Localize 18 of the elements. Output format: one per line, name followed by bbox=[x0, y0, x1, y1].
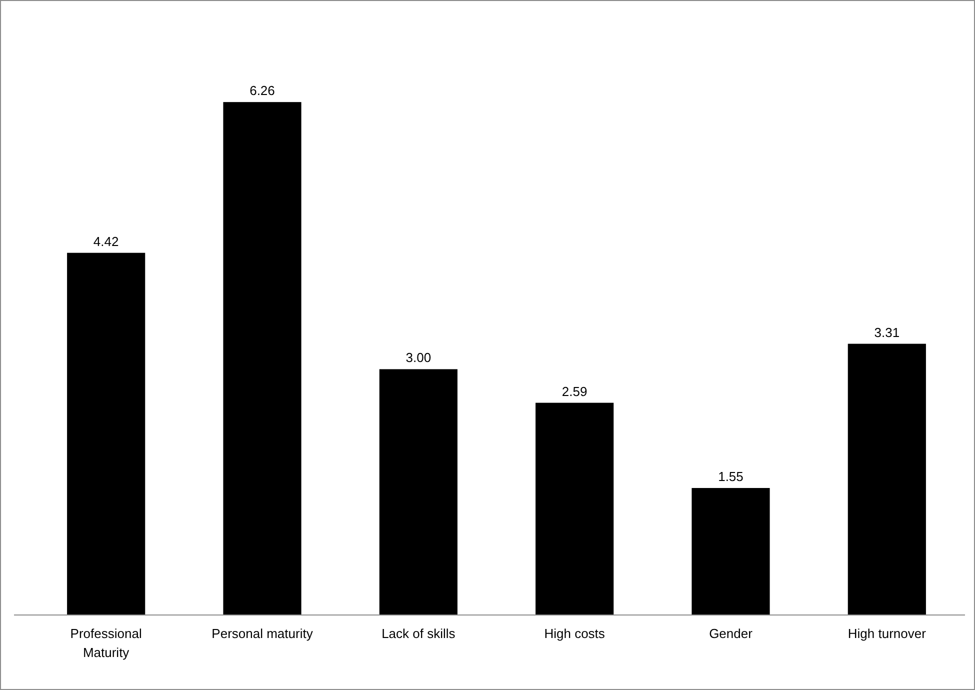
x-tick-label: High turnover bbox=[848, 626, 927, 641]
x-tick-label: Gender bbox=[709, 626, 754, 641]
bar bbox=[379, 369, 458, 615]
data-label: 6.26 bbox=[250, 83, 275, 98]
x-tick-label: Personal maturity bbox=[212, 626, 314, 641]
x-tick-label: Lack of skills bbox=[382, 626, 456, 641]
data-label: 4.42 bbox=[93, 234, 119, 249]
data-label: 2.59 bbox=[562, 384, 588, 399]
data-label: 3.00 bbox=[406, 350, 432, 366]
bar bbox=[692, 488, 770, 615]
x-tick-label: Professional Maturity bbox=[70, 626, 142, 660]
data-label: 1.55 bbox=[718, 468, 744, 484]
bar bbox=[67, 252, 146, 615]
data-label: 3.31 bbox=[874, 324, 900, 340]
x-tick-label: High costs bbox=[544, 626, 606, 641]
bar bbox=[223, 102, 302, 615]
bar bbox=[848, 344, 926, 615]
bar bbox=[536, 402, 614, 615]
